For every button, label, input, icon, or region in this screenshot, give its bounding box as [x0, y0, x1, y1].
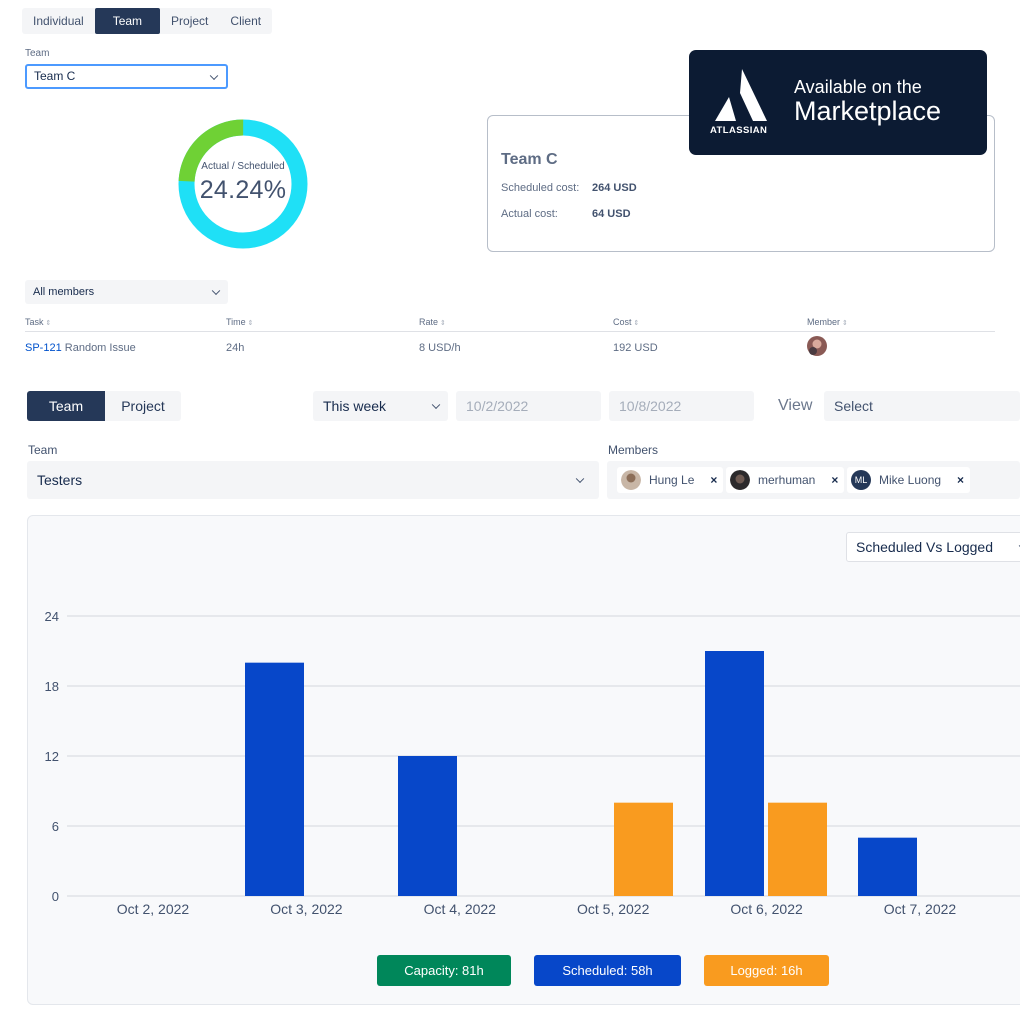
bar-scheduled[interactable] — [858, 837, 917, 896]
chevron-down-icon — [209, 71, 219, 80]
legend-capacity[interactable]: Capacity: 81h — [377, 955, 511, 986]
marketplace-badge[interactable]: ATLASSIAN Available on the Marketplace — [689, 50, 987, 155]
remove-member-icon[interactable]: × — [710, 473, 718, 487]
chevron-down-icon — [211, 286, 221, 296]
member-avatar — [621, 470, 641, 490]
sort-icon: ⇕ — [440, 320, 446, 327]
donut-label: Actual / Scheduled — [201, 161, 285, 172]
time-cell: 24h — [226, 342, 245, 354]
member-name: Mike Luong — [879, 473, 942, 487]
cost-cell: 192 USD — [613, 342, 658, 354]
toggle-team-button[interactable]: Team — [27, 391, 105, 421]
actual-cost-value: 64 USD — [592, 208, 631, 220]
start-date-field[interactable]: 10/2/2022 — [456, 391, 601, 421]
team-select-value: Team C — [34, 69, 76, 83]
end-date-field[interactable]: 10/8/2022 — [609, 391, 754, 421]
y-tick-label: 24 — [45, 609, 59, 624]
team-picker-value: Testers — [37, 472, 83, 488]
col-header-rate[interactable]: Rate ⇕ — [419, 317, 446, 327]
badge-line1: Available on the — [794, 77, 922, 97]
members-select-value: All members — [33, 286, 95, 298]
members-select[interactable]: All members — [25, 280, 228, 304]
donut-value: 24.24% — [199, 176, 287, 204]
chart-card — [27, 515, 1020, 1005]
col-header-member[interactable]: Member ⇕ — [807, 317, 848, 327]
x-tick-label: Oct 6, 2022 — [730, 901, 803, 917]
team-filter-label: Team — [25, 48, 50, 59]
issue-summary: Random Issue — [64, 342, 136, 354]
y-tick-label: 0 — [52, 889, 59, 904]
sort-icon: ⇕ — [842, 320, 848, 327]
scheduled-vs-logged-chart: 0 6 12 18 24 Oct 2, 2022 Oct 3, 2022 Oct 4, 202… — [45, 609, 1020, 917]
member-avatar — [730, 470, 750, 490]
team-label: Team — [28, 443, 58, 457]
sort-icon: ⇕ — [45, 320, 52, 327]
actual-scheduled-donut — [178, 119, 308, 249]
scheduled-cost-value: 264 USD — [592, 182, 637, 194]
member-chip: ML Mike Luong × — [847, 467, 971, 493]
tab-individual[interactable]: Individual — [33, 14, 84, 28]
members-label: Members — [608, 443, 659, 457]
table-header-divider — [25, 331, 995, 332]
team-picker[interactable]: Testers — [27, 461, 599, 499]
chart-mode-select[interactable]: Scheduled Vs Logged — [846, 532, 1020, 562]
member-chip: merhuman × — [726, 467, 845, 493]
scheduled-cost-label: Scheduled cost: — [501, 182, 580, 194]
badge-line2: Marketplace — [794, 96, 942, 126]
atlassian-logo-icon — [715, 69, 767, 121]
remove-member-icon[interactable]: × — [957, 473, 965, 487]
x-tick-label: Oct 7, 2022 — [884, 901, 957, 917]
bar-logged[interactable] — [768, 802, 827, 896]
chevron-down-icon — [431, 400, 441, 410]
legend-scheduled[interactable]: Scheduled: 58h — [534, 955, 681, 986]
toggle-project-button[interactable]: Project — [105, 391, 181, 421]
team-select[interactable]: Team C — [25, 64, 228, 89]
issue-key-link[interactable]: SP-121 — [25, 342, 62, 354]
remove-member-icon[interactable]: × — [831, 473, 839, 487]
bar-scheduled[interactable] — [398, 756, 457, 896]
card-title: Team C — [501, 151, 558, 168]
member-name: merhuman — [758, 473, 816, 487]
sort-icon: ⇕ — [247, 320, 254, 327]
col-header-task[interactable]: Task ⇕ — [25, 317, 52, 327]
chevron-down-icon — [575, 474, 585, 484]
y-tick-label: 6 — [52, 819, 59, 834]
x-tick-label: Oct 2, 2022 — [117, 901, 190, 917]
tab-team[interactable]: Team — [94, 8, 161, 34]
tab-client[interactable]: Client — [230, 14, 262, 28]
member-chip: Hung Le × — [617, 467, 724, 493]
member-avatar[interactable] — [807, 336, 827, 356]
bar-logged[interactable] — [614, 802, 673, 896]
view-tabs: Individual Team Project Client — [22, 8, 273, 34]
view-label: View — [778, 397, 813, 414]
y-tick-label: 18 — [45, 679, 59, 694]
x-tick-label: Oct 3, 2022 — [270, 901, 343, 917]
bar-scheduled[interactable] — [705, 651, 764, 896]
x-tick-label: Oct 5, 2022 — [577, 901, 650, 917]
col-header-cost[interactable]: Cost ⇕ — [613, 317, 640, 327]
member-name: Hung Le — [649, 473, 695, 487]
view-select[interactable]: Select — [824, 391, 1020, 421]
period-value: This week — [323, 398, 387, 414]
bar-scheduled[interactable] — [245, 662, 304, 896]
actual-cost-row: Actual cost: 64 USD — [501, 208, 631, 220]
actual-cost-label: Actual cost: — [501, 208, 558, 220]
period-select[interactable]: This week — [313, 391, 448, 421]
tab-project[interactable]: Project — [171, 14, 209, 28]
x-tick-label: Oct 4, 2022 — [424, 901, 497, 917]
member-initials-avatar: ML — [851, 470, 871, 490]
sort-icon: ⇕ — [633, 320, 640, 327]
y-tick-label: 12 — [45, 749, 59, 764]
legend-logged[interactable]: Logged: 16h — [704, 955, 829, 986]
task-cell: SP-121 Random Issue — [25, 342, 136, 354]
chart-mode-value: Scheduled Vs Logged — [856, 539, 993, 555]
rate-cell: 8 USD/h — [419, 342, 461, 354]
atlassian-wordmark: ATLASSIAN — [710, 125, 768, 136]
scheduled-cost-row: Scheduled cost: 264 USD — [501, 182, 637, 194]
col-header-time[interactable]: Time ⇕ — [226, 317, 254, 327]
